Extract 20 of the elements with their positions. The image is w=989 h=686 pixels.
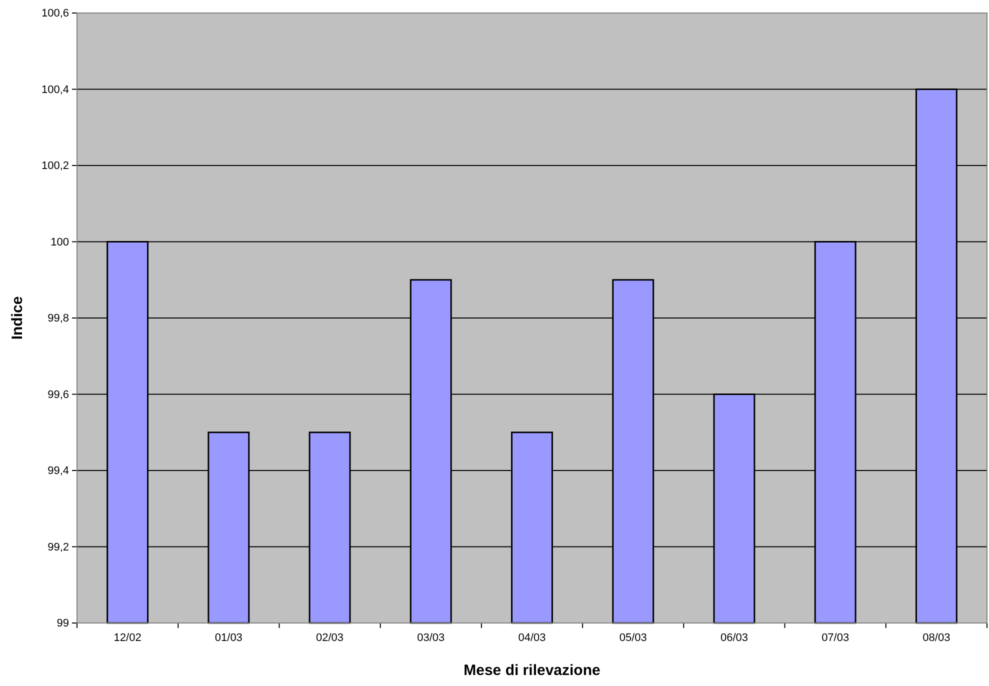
- x-tick-label: 01/03: [214, 632, 242, 644]
- y-tick-label: 99,4: [48, 465, 69, 478]
- x-tick-label: 02/03: [316, 632, 344, 644]
- x-tick-label: 12/02: [114, 632, 142, 644]
- y-tick-label: 100,4: [41, 84, 69, 96]
- y-tick-label: 100: [50, 236, 69, 248]
- x-axis-title: Mese di rilevazione: [464, 662, 600, 679]
- x-tick-label: 07/03: [822, 632, 850, 644]
- x-tick-label: 05/03: [619, 632, 647, 644]
- y-tick-label: 99,6: [48, 388, 69, 401]
- y-axis-title: Indice: [9, 296, 26, 340]
- x-tick-label: 08/03: [922, 632, 950, 644]
- y-tick-label: 100,2: [41, 160, 69, 172]
- y-tick-label: 100,6: [41, 8, 69, 20]
- y-tick-label: 99,2: [48, 541, 69, 554]
- x-tick-label: 06/03: [720, 632, 748, 644]
- y-tick-label: 99,8: [48, 312, 69, 325]
- x-tick-label: 03/03: [417, 632, 445, 644]
- x-tick-label: 04/03: [518, 632, 546, 644]
- y-tick-label: 99: [56, 618, 69, 630]
